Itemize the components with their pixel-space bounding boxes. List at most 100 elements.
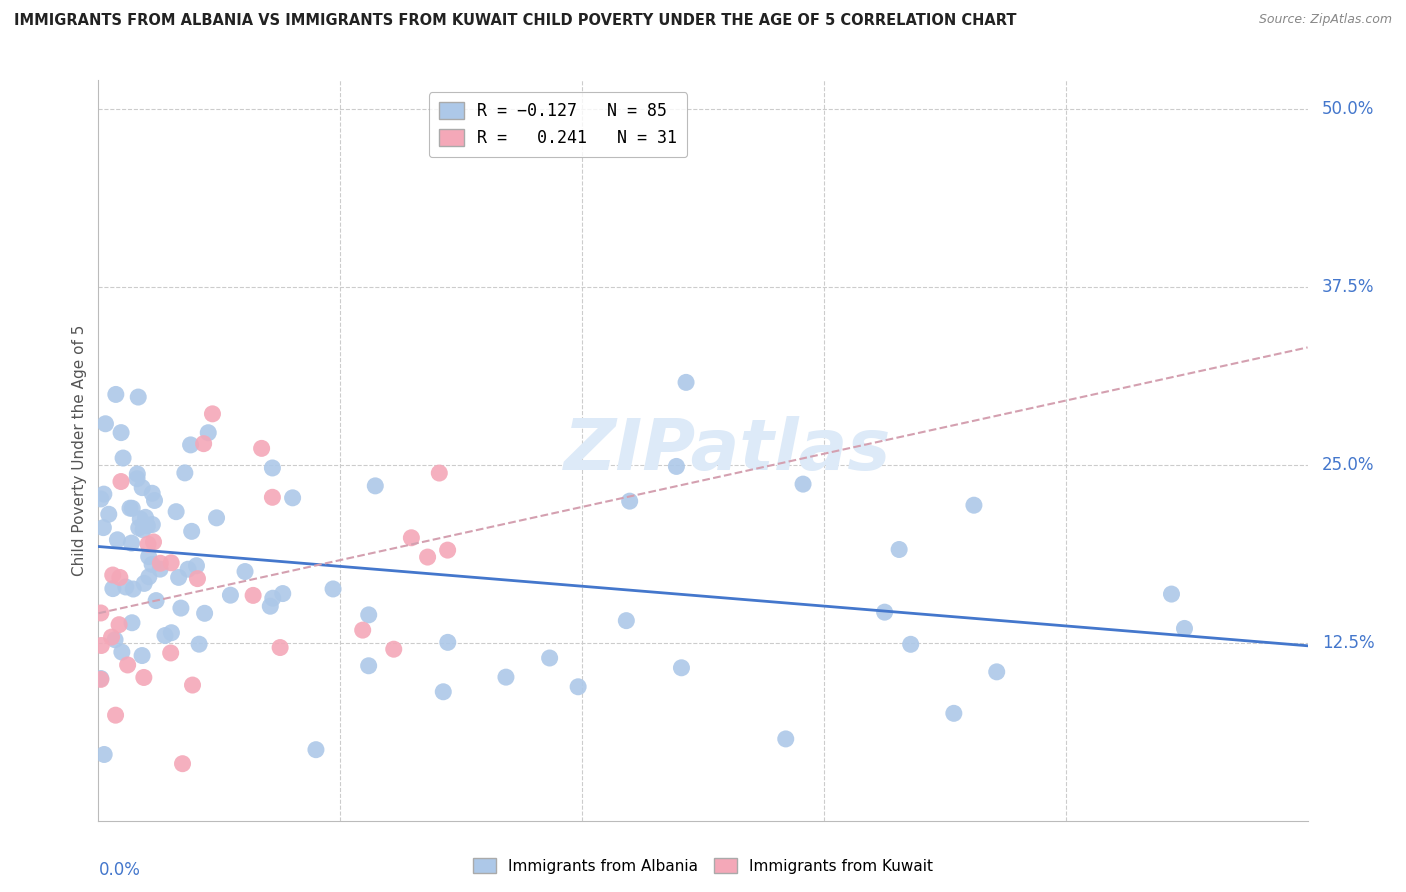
Point (93, 487, 115, 501)
Point (118, 501, 141, 516)
Point (142, 535, 165, 549)
Point (242, 588, 264, 602)
Point (986, 665, 1008, 679)
Point (104, 387, 127, 401)
Y-axis label: Child Poverty Under the Age of 5: Child Poverty Under the Age of 5 (72, 325, 87, 576)
Point (131, 648, 153, 663)
Point (110, 475, 132, 489)
Point (125, 472, 148, 486)
Point (193, 436, 215, 450)
Point (262, 490, 284, 504)
Point (134, 576, 156, 591)
Point (153, 628, 176, 642)
Point (145, 593, 167, 607)
Point (131, 481, 153, 495)
Point (889, 542, 911, 557)
Legend: Immigrants from Albania, Immigrants from Kuwait: Immigrants from Albania, Immigrants from… (467, 852, 939, 880)
Point (97, 508, 120, 522)
Point (382, 642, 405, 657)
Point (322, 582, 344, 596)
Point (281, 491, 304, 505)
Point (90, 672, 112, 686)
Point (775, 731, 797, 746)
Point (101, 582, 124, 596)
Point (117, 657, 139, 672)
Point (219, 588, 242, 602)
Point (963, 498, 986, 512)
Point (619, 494, 641, 508)
Point (792, 477, 814, 491)
Point (180, 438, 202, 452)
Point (127, 390, 149, 404)
Point (495, 670, 517, 684)
Point (136, 537, 159, 551)
Point (259, 599, 281, 614)
Point (665, 459, 688, 474)
Point (159, 646, 181, 660)
Point (416, 550, 439, 565)
Text: Source: ZipAtlas.com: Source: ZipAtlas.com (1258, 13, 1392, 27)
Point (104, 708, 127, 723)
Point (141, 486, 163, 500)
Text: 50.0%: 50.0% (1322, 100, 1375, 118)
Point (138, 570, 160, 584)
Point (127, 467, 149, 481)
Point (900, 637, 922, 651)
Point (104, 632, 127, 647)
Point (180, 524, 202, 539)
Text: ZIPatlas: ZIPatlas (564, 416, 891, 485)
Point (90, 673, 112, 687)
Point (538, 651, 561, 665)
Point (188, 637, 211, 651)
Point (567, 680, 589, 694)
Point (436, 543, 458, 558)
Text: 0.0%: 0.0% (98, 862, 141, 880)
Point (122, 582, 145, 596)
Point (181, 678, 204, 692)
Point (675, 376, 697, 390)
Point (141, 558, 163, 572)
Point (93, 520, 115, 534)
Point (427, 466, 450, 480)
Point (136, 518, 159, 533)
Point (93, 747, 115, 762)
Point (177, 562, 200, 576)
Point (110, 425, 132, 440)
Point (132, 523, 155, 537)
Point (114, 580, 136, 594)
Legend: R = −0.127   N = 85, R =   0.241   N = 31: R = −0.127 N = 85, R = 0.241 N = 31 (429, 92, 688, 157)
Point (401, 531, 423, 545)
Point (132, 670, 155, 684)
Point (671, 661, 693, 675)
Point (160, 556, 183, 570)
Point (942, 706, 965, 721)
Point (172, 756, 194, 771)
Point (138, 549, 160, 564)
Point (143, 493, 166, 508)
Point (149, 562, 172, 576)
Point (364, 479, 387, 493)
Point (101, 568, 124, 582)
Point (173, 466, 195, 480)
Point (90, 606, 112, 620)
Point (112, 451, 135, 466)
Point (271, 586, 294, 600)
Point (305, 742, 328, 756)
Text: 25.0%: 25.0% (1322, 456, 1375, 474)
Point (1173, 622, 1195, 636)
Point (141, 517, 163, 532)
Point (108, 570, 131, 584)
Text: IMMIGRANTS FROM ALBANIA VS IMMIGRANTS FROM KUWAIT CHILD POVERTY UNDER THE AGE OF: IMMIGRANTS FROM ALBANIA VS IMMIGRANTS FR… (14, 13, 1017, 29)
Point (1160, 587, 1182, 601)
Point (357, 658, 380, 673)
Point (205, 511, 228, 525)
Point (160, 625, 183, 640)
Point (107, 533, 129, 547)
Point (129, 512, 152, 526)
Point (201, 407, 224, 421)
Point (614, 614, 637, 628)
Text: 12.5%: 12.5% (1322, 633, 1375, 652)
Point (436, 635, 458, 649)
Point (357, 607, 380, 622)
Point (121, 501, 143, 516)
